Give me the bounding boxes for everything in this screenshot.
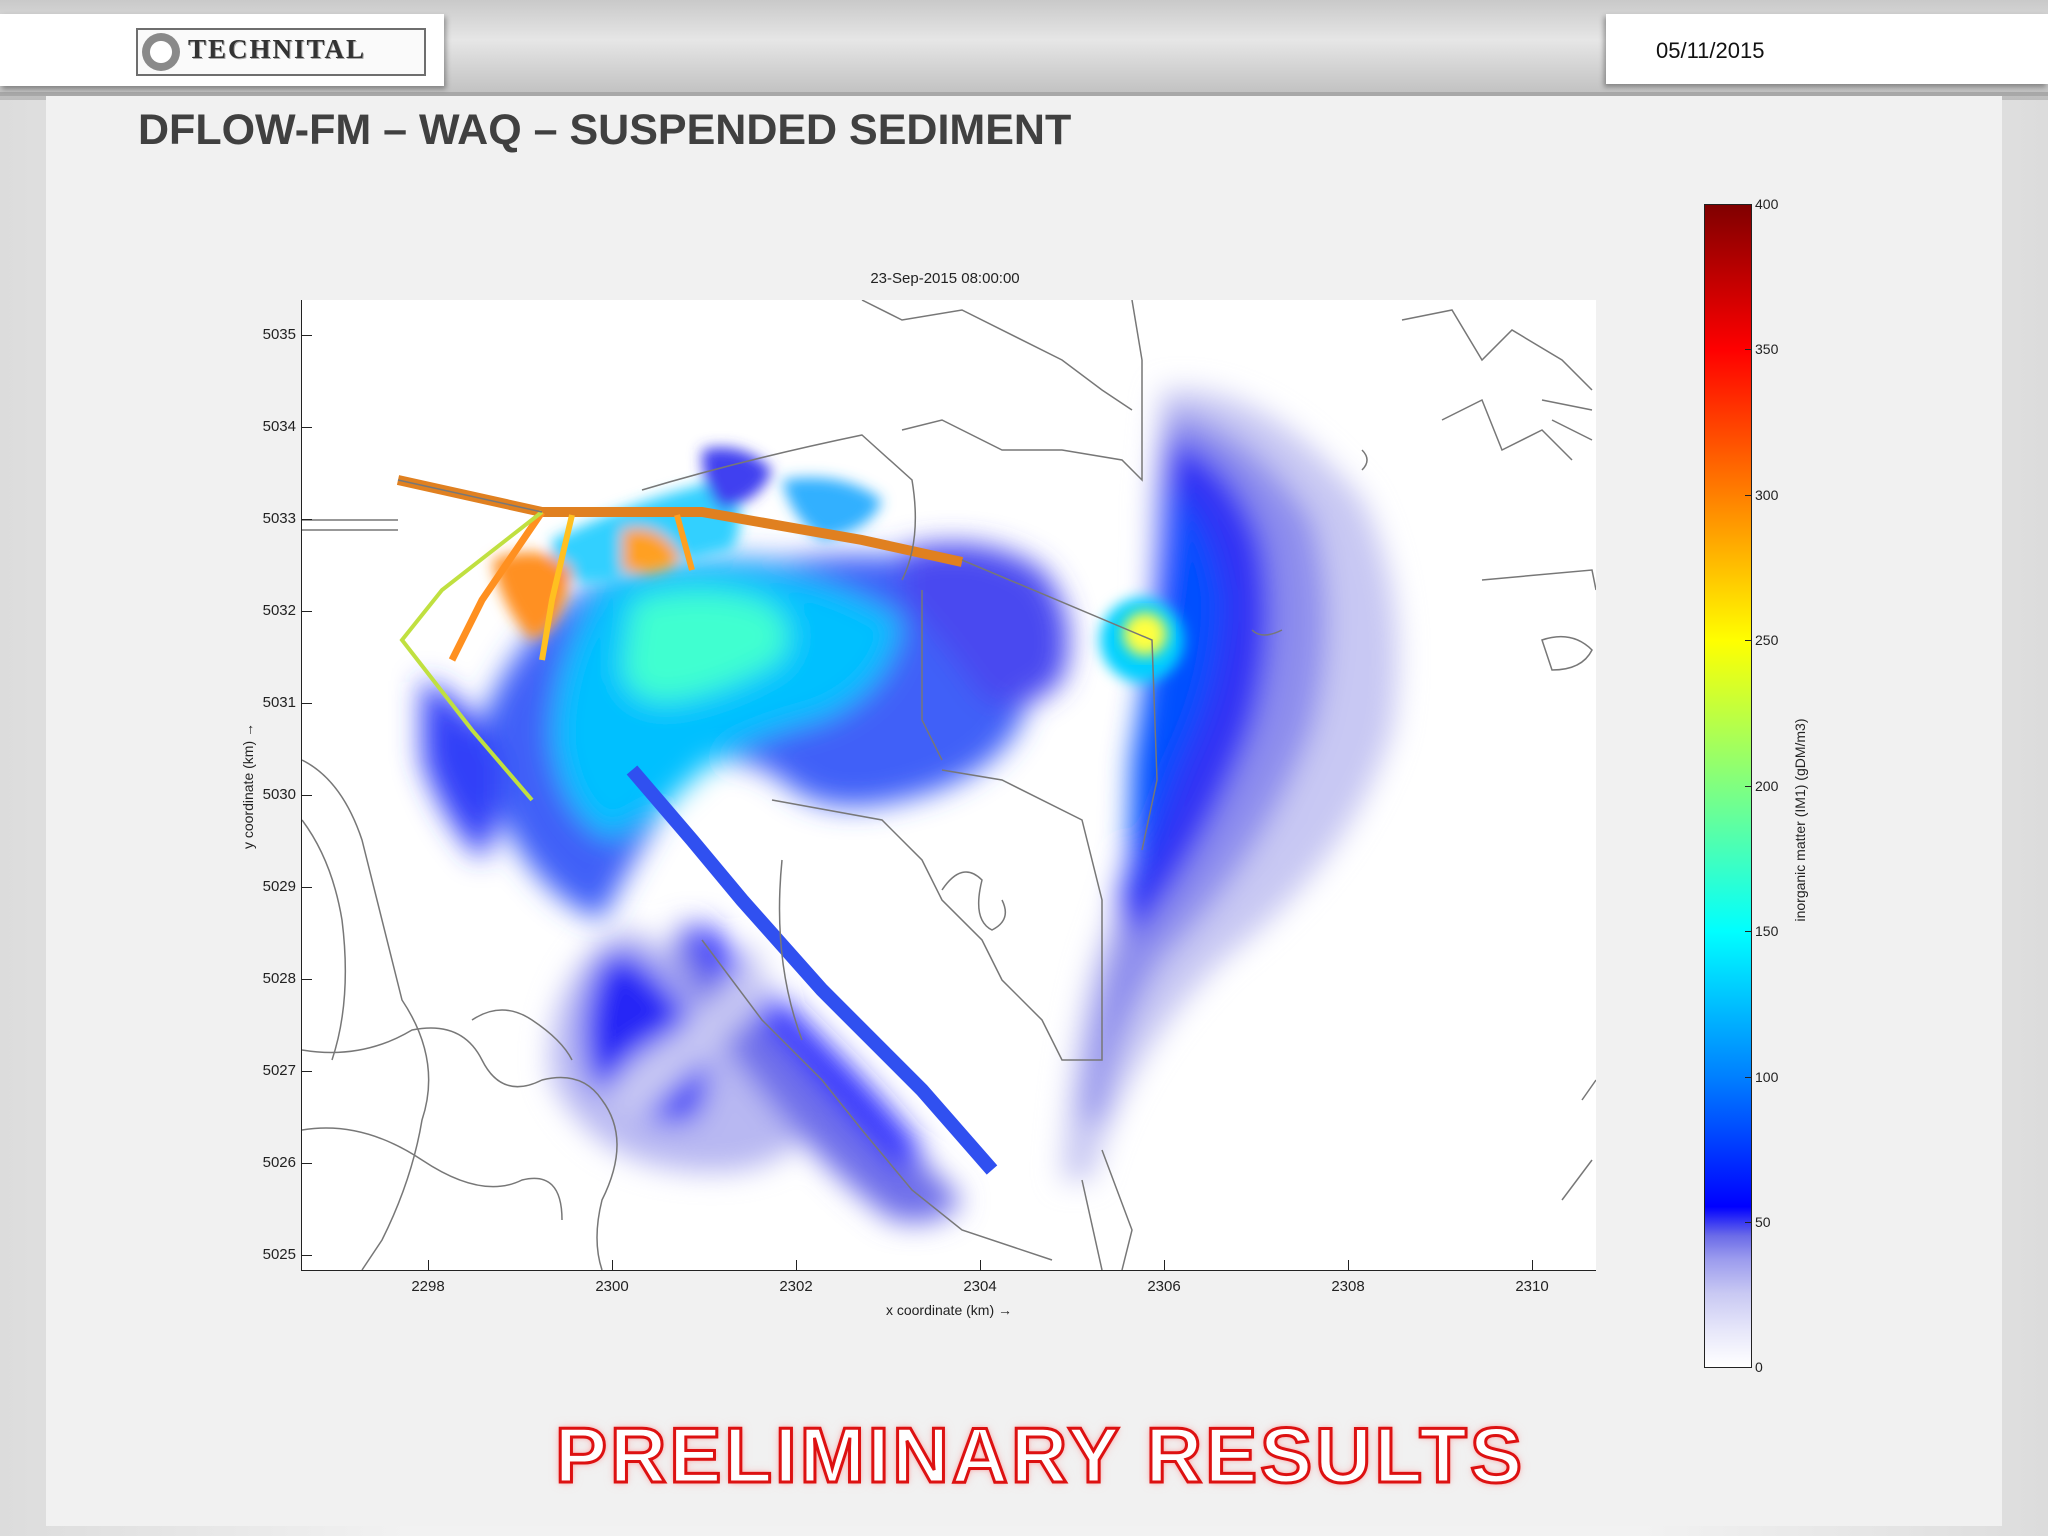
x-tick — [980, 1260, 981, 1270]
colorbar-tick — [1745, 1077, 1751, 1078]
colorbar-tick-label: 200 — [1755, 778, 1779, 794]
x-tick — [1164, 1260, 1165, 1270]
y-tick — [302, 335, 312, 336]
y-tick-label: 5028 — [262, 970, 296, 987]
bay-field — [422, 543, 1069, 920]
colorbar-tick — [1745, 349, 1751, 350]
logo-text: TECHNITAL — [188, 34, 367, 64]
y-tick — [302, 1255, 312, 1256]
colorbar-tick — [1745, 204, 1751, 205]
colorbar-tick-label: 250 — [1755, 632, 1779, 648]
colorbar-tick-label: 100 — [1755, 1069, 1779, 1085]
x-tick — [1348, 1260, 1349, 1270]
y-tick-label: 5035 — [262, 326, 296, 343]
colorbar-label: inorganic matter (IM1) (gDM/m3) — [1792, 718, 1808, 922]
colorbar-tick — [1745, 1367, 1751, 1368]
y-tick-label: 5033 — [262, 510, 296, 527]
slide-date: 05/11/2015 — [1656, 38, 1765, 63]
x-tick-label: 2302 — [779, 1278, 813, 1295]
x-tick-label: 2308 — [1331, 1278, 1365, 1295]
plume-south — [550, 920, 962, 1223]
y-tick — [302, 795, 312, 796]
y-axis-line — [301, 300, 302, 1271]
y-tick — [302, 519, 312, 520]
colorbar-tick — [1745, 1222, 1751, 1223]
x-tick — [612, 1260, 613, 1270]
channel-west-edge — [399, 510, 544, 802]
header-divider — [0, 92, 2048, 96]
colorbar — [1704, 204, 1752, 1368]
coastlines — [301, 299, 1597, 1271]
x-axis-label: x coordinate (km) → — [885, 1302, 1013, 1318]
plume-east — [1062, 389, 1398, 1180]
y-tick — [302, 703, 312, 704]
y-tick-label: 5029 — [262, 878, 296, 895]
preliminary-watermark: PRELIMINARY RESULTS — [554, 1410, 1525, 1501]
colorbar-tick — [1745, 786, 1751, 787]
colorbar-tick-label: 50 — [1755, 1214, 1771, 1230]
y-tick-label: 5026 — [262, 1154, 296, 1171]
y-tick — [302, 427, 312, 428]
y-tick-label: 5027 — [262, 1062, 296, 1079]
chart-title: 23-Sep-2015 08:00:00 — [870, 270, 1020, 287]
y-tick-label: 5032 — [262, 602, 296, 619]
colorbar-tick-label: 350 — [1755, 341, 1779, 357]
colorbar-tick — [1745, 640, 1751, 641]
channel-branch-2 — [539, 514, 575, 661]
y-tick — [302, 1071, 312, 1072]
channel-south — [626, 765, 998, 1175]
channel-branch-3 — [674, 514, 695, 571]
x-tick — [428, 1260, 429, 1270]
lagoon-north — [492, 447, 882, 640]
logo-emblem-icon — [142, 33, 180, 71]
company-logo: TECHNITAL — [136, 28, 426, 76]
y-tick-label: 5025 — [262, 1246, 296, 1263]
colorbar-tick-label: 300 — [1755, 487, 1779, 503]
y-tick-label: 5030 — [262, 786, 296, 803]
x-tick-label: 2304 — [963, 1278, 997, 1295]
y-tick — [302, 1163, 312, 1164]
channel-branch — [448, 510, 545, 662]
slide-title: DFLOW-FM – WAQ – SUSPENDED SEDIMENT — [138, 106, 1072, 154]
y-tick-label: 5031 — [262, 694, 296, 711]
y-tick — [302, 979, 312, 980]
sediment-map — [301, 299, 1597, 1271]
x-tick-label: 2300 — [595, 1278, 629, 1295]
x-tick-label: 2310 — [1515, 1278, 1549, 1295]
y-tick — [302, 887, 312, 888]
colorbar-tick — [1745, 495, 1751, 496]
logo-container: TECHNITAL — [0, 14, 444, 86]
colorbar-tick-label: 400 — [1755, 196, 1779, 212]
x-tick-label: 2306 — [1147, 1278, 1181, 1295]
y-tick — [302, 611, 312, 612]
y-tick-label: 5034 — [262, 418, 296, 435]
hotspot-east-core — [1123, 612, 1167, 656]
colorbar-tick — [1745, 931, 1751, 932]
x-tick — [796, 1260, 797, 1270]
x-axis-line — [301, 1270, 1596, 1271]
x-tick-label: 2298 — [411, 1278, 445, 1295]
x-tick — [1532, 1260, 1533, 1270]
date-container: 05/11/2015 — [1606, 14, 2048, 84]
plot-area — [301, 299, 1597, 1271]
colorbar-tick-label: 0 — [1755, 1359, 1763, 1375]
y-axis-label: y coordinate (km) → — [240, 722, 256, 850]
colorbar-tick-label: 150 — [1755, 923, 1779, 939]
